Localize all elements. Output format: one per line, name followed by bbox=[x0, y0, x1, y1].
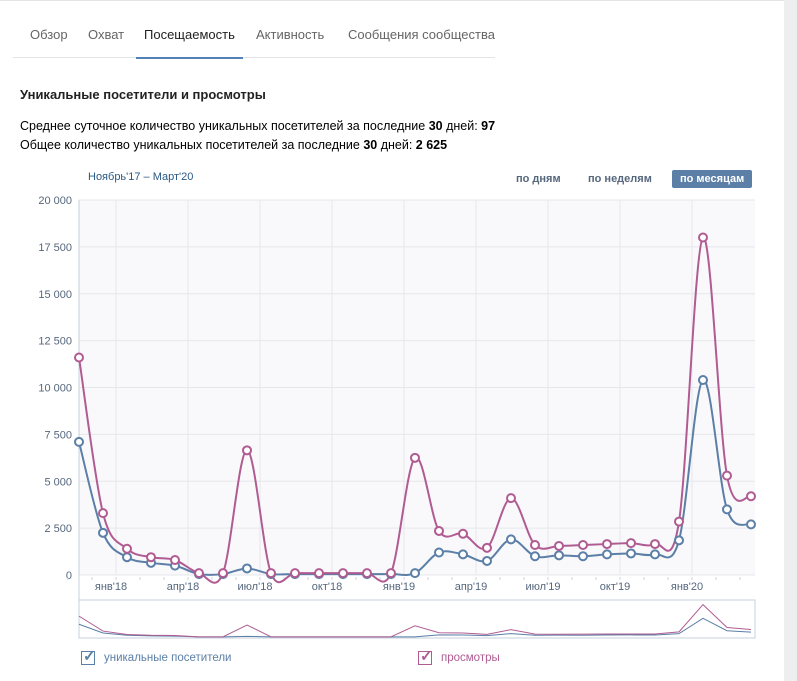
data-point[interactable] bbox=[314, 568, 324, 579]
data-point[interactable] bbox=[602, 539, 612, 550]
y-tick-label: 15 000 bbox=[38, 289, 72, 301]
tab-attendance[interactable]: Посещаемость bbox=[136, 27, 243, 59]
data-point[interactable] bbox=[506, 534, 516, 545]
data-point[interactable] bbox=[362, 568, 372, 579]
period-weeks-button[interactable]: по неделям bbox=[588, 173, 652, 185]
legend-label: просмотры bbox=[441, 652, 500, 664]
total-stat: Общее количество уникальных посетителей … bbox=[20, 138, 448, 152]
data-point[interactable] bbox=[554, 550, 564, 561]
data-point[interactable] bbox=[266, 568, 276, 579]
data-point[interactable] bbox=[530, 540, 540, 550]
data-point[interactable] bbox=[530, 551, 540, 562]
data-point[interactable] bbox=[98, 508, 108, 519]
tab-messages[interactable]: Сообщения сообщества bbox=[348, 27, 495, 42]
x-tick-label: июл'18 bbox=[238, 581, 273, 593]
data-point[interactable] bbox=[410, 568, 420, 579]
data-point[interactable] bbox=[746, 519, 756, 530]
data-point[interactable] bbox=[194, 568, 204, 579]
tab-activity[interactable]: Активность bbox=[256, 27, 325, 42]
data-point[interactable] bbox=[170, 555, 180, 565]
data-point[interactable] bbox=[626, 548, 636, 559]
period-months-button[interactable]: по месяцам bbox=[672, 170, 753, 188]
data-point[interactable] bbox=[602, 549, 612, 560]
section-title: Уникальные посетители и просмотры bbox=[20, 87, 266, 102]
data-point[interactable] bbox=[650, 539, 660, 550]
navigator bbox=[78, 599, 756, 639]
x-tick-label: июл'19 bbox=[526, 581, 561, 593]
line-chart[interactable]: 0 2 500 5 000 7 500 10 000 12 500 15 000 17 500… bbox=[0, 1, 784, 646]
data-point[interactable] bbox=[122, 543, 132, 554]
legend-views[interactable]: ✓ просмотры bbox=[418, 648, 500, 665]
data-point[interactable] bbox=[290, 568, 300, 579]
x-tick-label: окт'18 bbox=[312, 581, 342, 593]
x-tick-label: янв'19 bbox=[383, 581, 415, 593]
y-tick-label: 20 000 bbox=[38, 195, 72, 207]
data-point[interactable] bbox=[458, 549, 468, 560]
navigator-line-1 bbox=[78, 603, 752, 638]
data-point[interactable] bbox=[386, 568, 396, 579]
data-point[interactable] bbox=[242, 445, 252, 456]
data-point[interactable] bbox=[482, 555, 492, 566]
tab-bar: Обзор Охват Посещаемость Активность Сооб… bbox=[13, 1, 495, 59]
data-point[interactable] bbox=[146, 552, 156, 563]
x-tick-label: окт'19 bbox=[600, 581, 630, 593]
data-point[interactable] bbox=[74, 436, 84, 447]
data-point[interactable] bbox=[434, 547, 444, 558]
y-tick-label: 12 500 bbox=[38, 336, 72, 348]
data-point[interactable] bbox=[122, 552, 132, 563]
data-point[interactable] bbox=[458, 528, 468, 539]
x-tick-label: апр'18 bbox=[167, 581, 200, 593]
y-tick-label: 10 000 bbox=[38, 383, 72, 395]
data-point[interactable] bbox=[218, 568, 228, 579]
data-point[interactable] bbox=[242, 563, 252, 574]
data-point[interactable] bbox=[674, 535, 684, 546]
data-point[interactable] bbox=[410, 452, 420, 463]
x-tick-label: янв'18 bbox=[95, 581, 127, 593]
checkbox-views[interactable]: ✓ bbox=[418, 648, 433, 665]
data-point[interactable] bbox=[434, 525, 444, 536]
data-point[interactable] bbox=[578, 540, 588, 550]
data-point[interactable] bbox=[698, 375, 708, 385]
period-days-button[interactable]: по дням bbox=[516, 173, 561, 185]
legend-label: уникальные посетители bbox=[104, 652, 232, 664]
data-point[interactable] bbox=[506, 493, 516, 504]
tab-overview[interactable]: Обзор bbox=[30, 27, 68, 42]
data-point[interactable] bbox=[722, 470, 732, 481]
tab-reach[interactable]: Охват bbox=[88, 27, 125, 42]
data-point[interactable] bbox=[698, 232, 708, 243]
data-point[interactable] bbox=[722, 504, 732, 515]
y-tick-label: 0 bbox=[66, 570, 72, 582]
data-point[interactable] bbox=[746, 491, 756, 502]
x-tick-label: апр'19 bbox=[455, 581, 488, 593]
y-tick-label: 5 000 bbox=[44, 476, 72, 488]
avg-daily-stat: Среднее суточное количество уникальных п… bbox=[20, 119, 496, 133]
data-point[interactable] bbox=[650, 549, 660, 560]
data-point[interactable] bbox=[338, 568, 348, 579]
y-tick-label: 17 500 bbox=[38, 242, 72, 254]
data-point[interactable] bbox=[554, 540, 564, 551]
data-point[interactable] bbox=[578, 551, 588, 562]
checkbox-visitors[interactable]: ✓ bbox=[81, 648, 96, 665]
x-tick-label: янв'20 bbox=[671, 581, 703, 593]
data-point[interactable] bbox=[74, 352, 84, 363]
y-tick-label: 2 500 bbox=[44, 523, 72, 535]
data-point[interactable] bbox=[98, 527, 108, 538]
data-point[interactable] bbox=[674, 516, 684, 527]
y-tick-label: 7 500 bbox=[44, 429, 72, 441]
date-range[interactable]: Ноябрь'17 – Март'20 bbox=[88, 171, 194, 183]
data-point[interactable] bbox=[626, 538, 636, 549]
legend-visitors[interactable]: ✓ уникальные посетители bbox=[81, 648, 232, 665]
data-point[interactable] bbox=[482, 542, 492, 553]
